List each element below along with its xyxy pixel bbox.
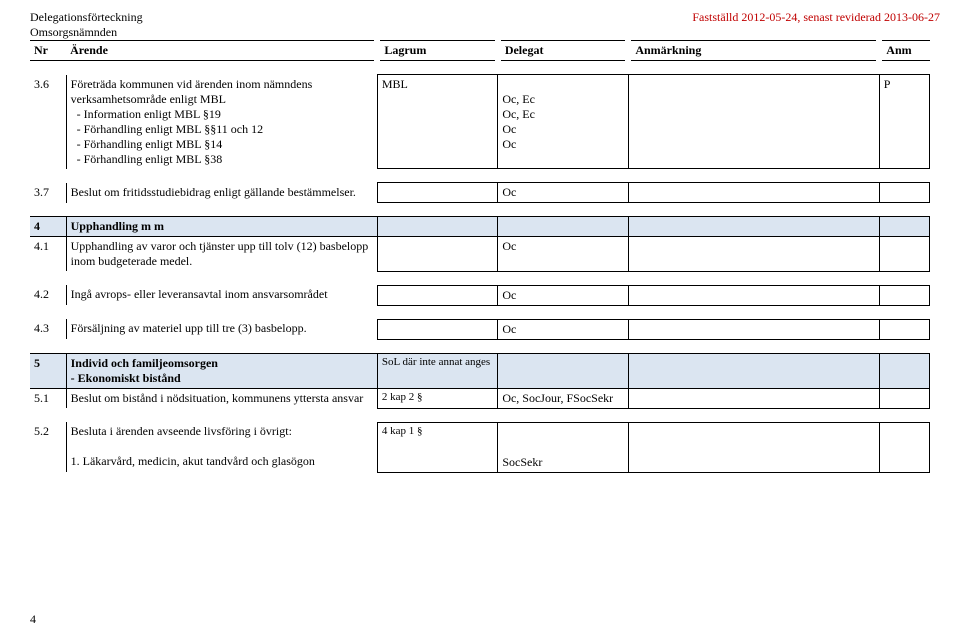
section-row: 4 Upphandling m m — [30, 217, 930, 237]
cell-lagrum: 4 kap 1 § — [377, 422, 497, 472]
cell-anmark — [628, 183, 879, 203]
delegat-line — [502, 440, 624, 455]
section-nr: 5 — [30, 353, 66, 388]
delegation-table: Nr Ärende Lagrum Delegat Anmärkning Anm … — [30, 40, 930, 473]
cell-anm — [879, 422, 929, 472]
doc-title-2: Omsorgsnämnden — [30, 25, 940, 40]
table-row: 4.1 Upphandling av varor och tjänster up… — [30, 237, 930, 272]
cell-lagrum: SoL där inte annat anges — [377, 353, 497, 388]
th-anm: Anm — [879, 41, 929, 61]
section-title: Upphandling m m — [66, 217, 377, 237]
table-row: 4.2 Ingå avrops- eller leveransavtal ino… — [30, 285, 930, 305]
cell-lagrum — [377, 183, 497, 203]
cell-nr: 3.6 — [30, 75, 66, 169]
cell-delegat: SocSekr — [498, 422, 629, 472]
table-row: 3.6 Företräda kommunen vid ärenden inom … — [30, 75, 930, 169]
cell-lagrum — [377, 237, 497, 272]
cell-anmark — [628, 388, 879, 408]
cell-anm — [879, 388, 929, 408]
cell-anm — [879, 217, 929, 237]
cell-nr: 3.7 — [30, 183, 66, 203]
doc-title-1: Delegationsförteckning — [30, 10, 143, 25]
th-nr: Nr — [30, 41, 66, 61]
delegat-line: SocSekr — [502, 455, 624, 470]
cell-anmark — [628, 422, 879, 472]
cell-delegat: Oc — [498, 237, 629, 272]
arende-sub-line: 1. Läkarvård, medicin, akut tandvård och… — [71, 454, 373, 469]
arende-line: - Information enligt MBL §19 — [71, 107, 373, 122]
cell-anm — [879, 285, 929, 305]
delegat-line: Oc — [502, 122, 624, 137]
arende-line: - Förhandling enligt MBL §38 — [71, 152, 373, 167]
cell-lagrum: MBL — [377, 75, 497, 169]
cell-arende: Besluta i ärenden avseende livsföring i … — [66, 422, 377, 472]
delegat-line — [502, 425, 624, 440]
section-row: 5 Individ och familjeomsorgen - Ekonomis… — [30, 353, 930, 388]
cell-anmark — [628, 285, 879, 305]
doc-date: Fastställd 2012-05-24, senast reviderad … — [692, 10, 940, 25]
cell-arende: Upphandling av varor och tjänster upp ti… — [66, 237, 377, 272]
th-lagrum: Lagrum — [377, 41, 497, 61]
delegat-line: Oc, Ec — [502, 107, 624, 122]
cell-arende: Beslut om bistånd i nödsituation, kommun… — [66, 388, 377, 408]
cell-arende: Försäljning av materiel upp till tre (3)… — [66, 319, 377, 339]
th-arende: Ärende — [66, 41, 377, 61]
cell-lagrum — [377, 319, 497, 339]
table-row: 4.3 Försäljning av materiel upp till tre… — [30, 319, 930, 339]
section-title: Individ och familjeomsorgen - Ekonomiskt… — [66, 353, 377, 388]
cell-delegat — [498, 353, 629, 388]
table-row: 5.1 Beslut om bistånd i nödsituation, ko… — [30, 388, 930, 408]
cell-nr: 5.1 — [30, 388, 66, 408]
arende-line: - Förhandling enligt MBL §14 — [71, 137, 373, 152]
delegat-line — [502, 77, 624, 92]
cell-nr: 4.1 — [30, 237, 66, 272]
cell-anmark — [628, 237, 879, 272]
cell-lagrum: 2 kap 2 § — [377, 388, 497, 408]
cell-anm — [879, 353, 929, 388]
cell-arende: Företräda kommunen vid ärenden inom nämn… — [66, 75, 377, 169]
table-row: 3.7 Beslut om fritidsstudiebidrag enligt… — [30, 183, 930, 203]
page-number: 4 — [30, 612, 36, 627]
cell-arende: Ingå avrops- eller leveransavtal inom an… — [66, 285, 377, 305]
delegat-line: Oc, Ec — [502, 92, 624, 107]
cell-arende: Beslut om fritidsstudiebidrag enligt gäl… — [66, 183, 377, 203]
section-title-line: - Ekonomiskt bistånd — [71, 371, 373, 386]
cell-anm — [879, 237, 929, 272]
cell-anmark — [628, 217, 879, 237]
th-delegat: Delegat — [498, 41, 629, 61]
cell-delegat: Oc — [498, 285, 629, 305]
cell-nr: 4.2 — [30, 285, 66, 305]
arende-line: Besluta i ärenden avseende livsföring i … — [71, 424, 373, 439]
cell-delegat — [498, 217, 629, 237]
cell-lagrum — [377, 217, 497, 237]
delegat-line: Oc — [502, 137, 624, 152]
cell-anmark — [628, 353, 879, 388]
cell-delegat: Oc, SocJour, FSocSekr — [498, 388, 629, 408]
arende-line: - Förhandling enligt MBL §§11 och 12 — [71, 122, 373, 137]
cell-anm: P — [879, 75, 929, 169]
cell-anm — [879, 183, 929, 203]
th-anmarkning: Anmärkning — [628, 41, 879, 61]
cell-delegat: Oc, Ec Oc, Ec Oc Oc — [498, 75, 629, 169]
cell-nr: 5.2 — [30, 422, 66, 472]
arende-line — [71, 439, 373, 454]
table-row: 5.2 Besluta i ärenden avseende livsförin… — [30, 422, 930, 472]
cell-nr: 4.3 — [30, 319, 66, 339]
cell-anm — [879, 319, 929, 339]
cell-delegat: Oc — [498, 183, 629, 203]
cell-delegat: Oc — [498, 319, 629, 339]
arende-line: Företräda kommunen vid ärenden inom nämn… — [71, 77, 373, 107]
section-title-line: Individ och familjeomsorgen — [71, 356, 373, 371]
cell-anmark — [628, 319, 879, 339]
section-nr: 4 — [30, 217, 66, 237]
cell-anmark — [628, 75, 879, 169]
cell-lagrum — [377, 285, 497, 305]
